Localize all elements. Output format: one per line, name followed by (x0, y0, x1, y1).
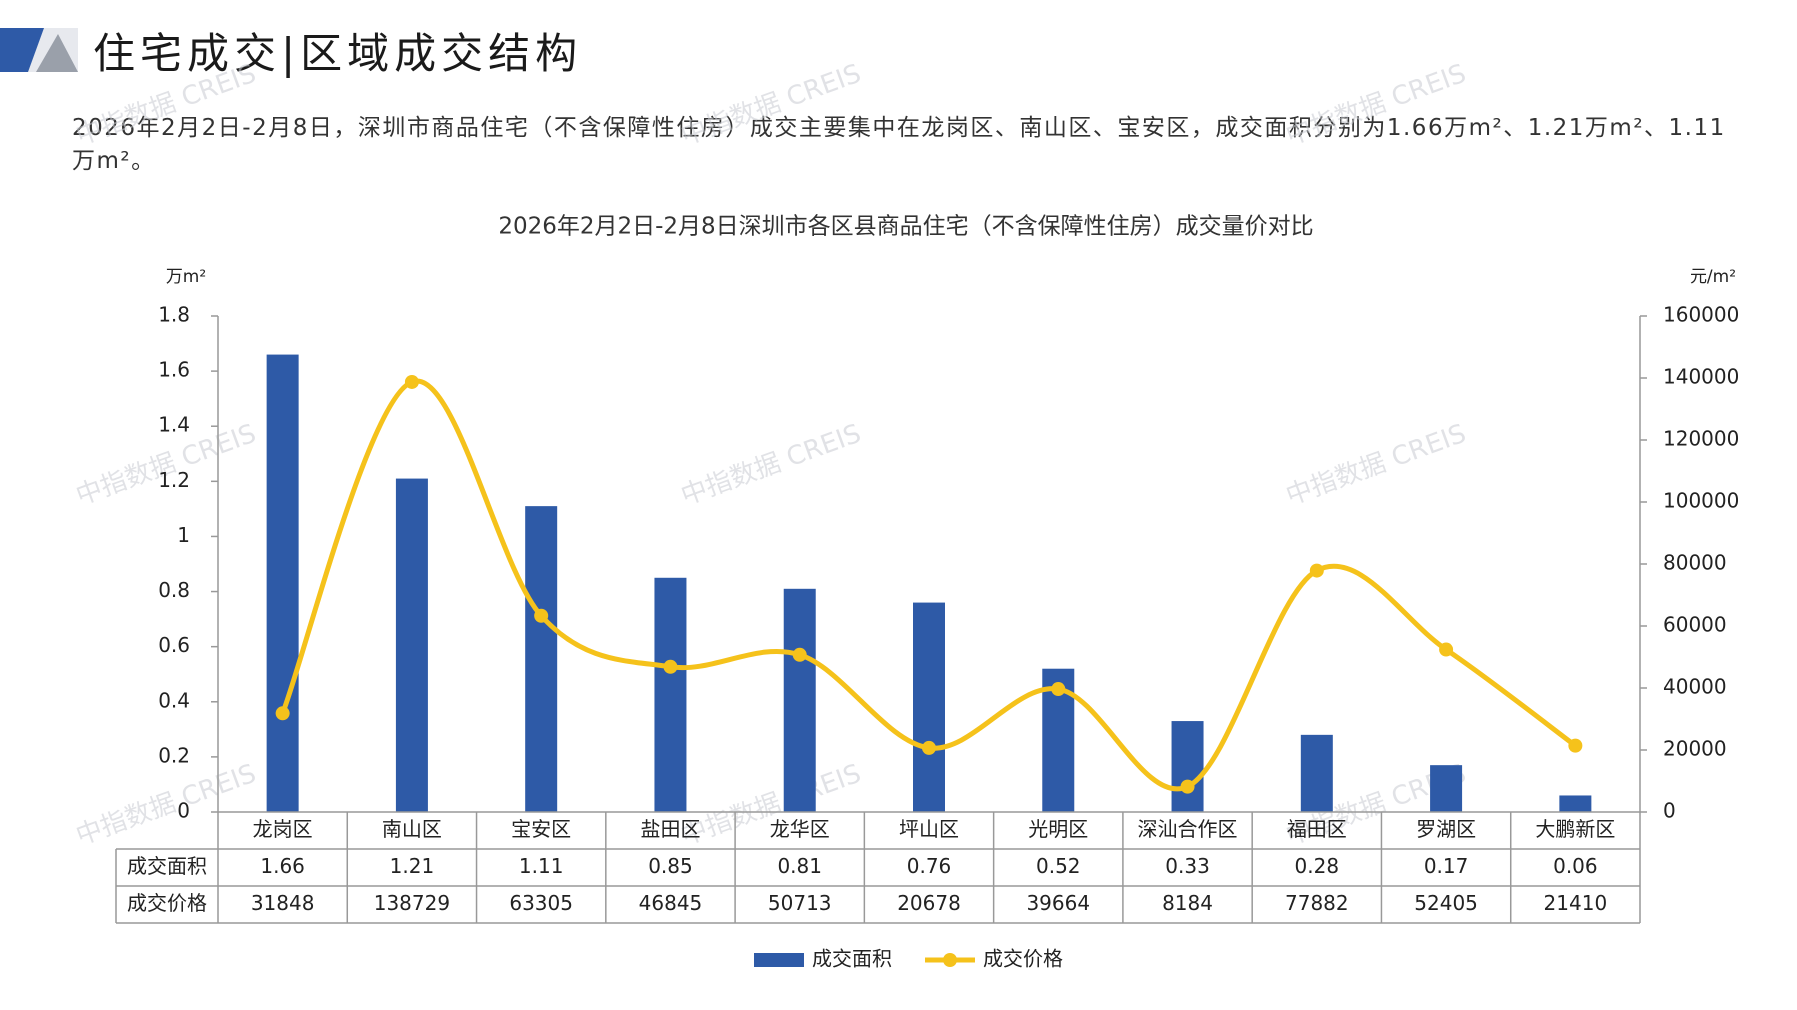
left-tick-label: 1.2 (158, 468, 190, 492)
price-value-cell: 138729 (374, 891, 450, 915)
bar-罗湖区 (1430, 765, 1463, 812)
category-label: 南山区 (382, 817, 442, 841)
left-tick-label: 0.4 (158, 688, 190, 712)
right-tick-label: 80000 (1663, 551, 1727, 575)
category-label: 宝安区 (511, 817, 571, 841)
price-point-光明区 (1051, 682, 1066, 697)
right-tick-label: 0 (1663, 799, 1676, 823)
price-point-深汕合作区 (1180, 779, 1195, 794)
watermark: 中指数据 CREIS (1282, 419, 1470, 512)
price-value-cell: 52405 (1414, 891, 1478, 915)
left-tick-label: 0.8 (158, 578, 190, 602)
bar-宝安区 (525, 506, 558, 812)
bar-福田区 (1300, 734, 1333, 812)
category-label: 龙岗区 (253, 817, 313, 841)
table-row-header: 成交面积 (127, 854, 207, 878)
table-row-header: 成交价格 (127, 891, 207, 915)
left-tick-label: 1.4 (158, 413, 190, 437)
left-tick-label: 1 (177, 523, 190, 547)
price-point-盐田区 (663, 659, 678, 674)
price-value-cell: 8184 (1162, 891, 1213, 915)
price-value-cell: 46845 (639, 891, 703, 915)
right-tick-label: 60000 (1663, 613, 1727, 637)
area-value-cell: 0.81 (777, 854, 822, 878)
left-tick-label: 1.6 (158, 358, 190, 382)
category-label: 盐田区 (640, 817, 700, 841)
bar-深汕合作区 (1171, 721, 1204, 812)
right-tick-label: 40000 (1663, 675, 1727, 699)
right-tick-label: 100000 (1663, 489, 1739, 513)
watermark: 中指数据 CREIS (72, 759, 260, 852)
left-tick-label: 1.8 (158, 303, 190, 327)
price-value-cell: 50713 (768, 891, 832, 915)
price-value-cell: 20678 (897, 891, 961, 915)
left-axis-unit: 万m² (166, 267, 206, 287)
watermark: 中指数据 CREIS (677, 419, 865, 512)
category-label: 深汕合作区 (1138, 817, 1238, 841)
bar-龙华区 (783, 588, 816, 812)
price-value-cell: 77882 (1285, 891, 1349, 915)
bar-盐田区 (654, 577, 687, 812)
area-value-cell: 1.21 (390, 854, 435, 878)
price-point-福田区 (1309, 563, 1324, 578)
summary-text: 2026年2月2日-2月8日，深圳市商品住宅（不含保障性住房）成交主要集中在龙岗… (72, 115, 1726, 174)
area-value-cell: 1.11 (519, 854, 564, 878)
price-value-cell: 39664 (1026, 891, 1090, 915)
price-value-cell: 31848 (251, 891, 315, 915)
price-point-大鹏新区 (1568, 738, 1583, 753)
chart-title: 2026年2月2日-2月8日深圳市各区县商品住宅（不含保障性住房）成交量价对比 (498, 214, 1313, 240)
price-point-坪山区 (922, 740, 936, 755)
right-axis-unit: 元/m² (1690, 267, 1736, 287)
price-value-cell: 21410 (1544, 891, 1608, 915)
price-value-cell: 63305 (509, 891, 573, 915)
right-tick-label: 160000 (1663, 303, 1739, 327)
category-label: 光明区 (1028, 817, 1088, 841)
left-tick-label: 0.2 (158, 743, 190, 767)
price-point-南山区 (404, 374, 419, 389)
area-value-cell: 0.17 (1424, 854, 1469, 878)
watermark: 中指数据 CREIS (72, 59, 260, 152)
area-value-cell: 0.85 (648, 854, 693, 878)
right-tick-label: 20000 (1663, 737, 1727, 761)
bar-大鹏新区 (1559, 795, 1592, 812)
category-label: 龙华区 (770, 817, 830, 841)
watermark: 中指数据 CREIS (677, 59, 865, 152)
price-point-宝安区 (534, 608, 549, 623)
area-value-cell: 0.33 (1165, 854, 1210, 878)
legend-line-label: 成交价格 (983, 947, 1063, 971)
area-value-cell: 0.06 (1553, 854, 1598, 878)
left-tick-label: 0 (177, 799, 190, 823)
watermark: 中指数据 CREIS (1282, 59, 1470, 152)
legend-line-marker (943, 953, 957, 967)
right-tick-label: 140000 (1663, 365, 1739, 389)
category-label: 福田区 (1287, 817, 1347, 841)
price-line (280, 378, 1577, 792)
legend-bar-label: 成交面积 (812, 947, 892, 971)
price-point-龙华区 (792, 647, 807, 662)
legend-bar-swatch (754, 953, 804, 967)
bar-龙岗区 (266, 354, 299, 812)
left-tick-label: 0.6 (158, 633, 190, 657)
area-value-cell: 0.52 (1036, 854, 1081, 878)
category-label: 罗湖区 (1416, 817, 1476, 841)
page-title: 住宅成交|区域成交结构 (93, 29, 583, 78)
category-label: 大鹏新区 (1535, 817, 1615, 841)
price-point-龙岗区 (275, 706, 290, 721)
bar-坪山区 (913, 602, 945, 812)
area-value-cell: 0.28 (1295, 854, 1340, 878)
brand-logo (0, 28, 78, 72)
right-tick-label: 120000 (1663, 427, 1739, 451)
category-label: 坪山区 (899, 817, 959, 841)
area-value-cell: 0.76 (907, 854, 952, 878)
price-point-罗湖区 (1439, 642, 1454, 657)
bar-南山区 (395, 478, 428, 812)
area-value-cell: 1.66 (260, 854, 305, 878)
